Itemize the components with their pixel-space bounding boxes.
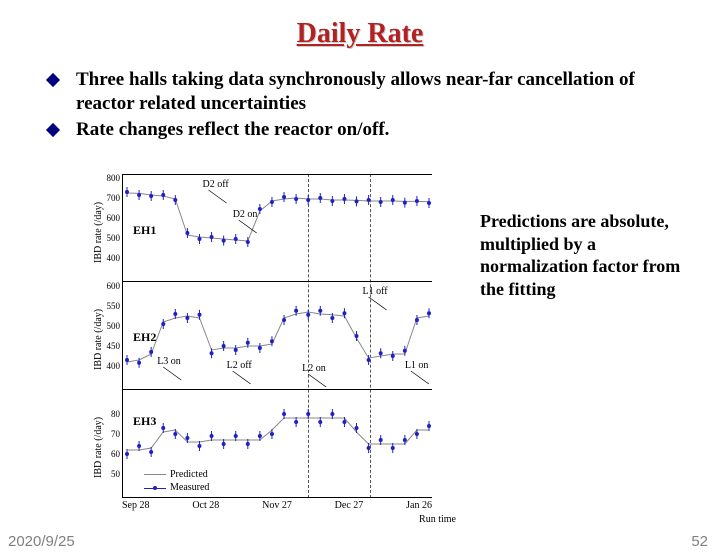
callout-text: Predictions are absolute, multiplied by … <box>480 210 690 300</box>
x-tick: Sep 28 <box>122 500 150 511</box>
legend-measured: Measured <box>170 482 209 493</box>
chart-svg: L3 on L2 off L2 on L1 off L1 on <box>123 282 433 390</box>
svg-text:D2 off: D2 off <box>203 179 230 190</box>
chart-panel-eh2: IBD rate (/day) EH2 L3 onL2 offL2 onL1 o… <box>122 282 432 390</box>
legend-line-icon <box>144 474 166 475</box>
svg-text:D2 on: D2 on <box>233 209 258 220</box>
chart-legend: Predicted Measured <box>144 468 209 494</box>
svg-text:L3 on: L3 on <box>157 356 181 367</box>
x-tick-labels: Sep 28 Oct 28 Nov 27 Dec 27 Jan 26 <box>122 500 432 511</box>
footer-page-number: 52 <box>691 533 708 550</box>
panel-label: EH2 <box>133 330 156 345</box>
bullet-item: Three halls taking data synchronously al… <box>48 68 680 116</box>
bullet-item: Rate changes reflect the reactor on/off. <box>48 118 680 142</box>
rate-chart: IBD rate (/day) EH1 D2 offD2 on IBD rate… <box>84 170 454 530</box>
x-tick: Jan 26 <box>406 500 432 511</box>
svg-text:L1 off: L1 off <box>363 286 389 297</box>
x-tick: Oct 28 <box>192 500 219 511</box>
bullet-diamond-icon <box>46 122 60 136</box>
x-tick: Dec 27 <box>335 500 364 511</box>
bullet-text: Rate changes reflect the reactor on/off. <box>76 118 389 142</box>
legend-predicted: Predicted <box>170 469 208 480</box>
footer-date: 2020/9/25 <box>8 533 75 550</box>
slide-title: Daily Rate <box>0 18 720 50</box>
svg-text:L1 on: L1 on <box>405 360 429 371</box>
callout-box: Predictions are absolute, multiplied by … <box>480 210 690 300</box>
panel-label: EH3 <box>133 414 156 429</box>
bullet-text: Three halls taking data synchronously al… <box>76 68 680 116</box>
bullet-list: Three halls taking data synchronously al… <box>48 68 680 141</box>
bullet-diamond-icon <box>46 73 60 87</box>
panel-label: EH1 <box>133 223 156 238</box>
x-tick: Nov 27 <box>262 500 292 511</box>
svg-text:L2 off: L2 off <box>227 360 253 371</box>
chart-panel-eh1: IBD rate (/day) EH1 D2 offD2 on <box>122 174 432 282</box>
chart-svg: D2 off D2 on <box>123 175 433 283</box>
x-axis-label: Run time <box>419 514 456 525</box>
svg-text:L2 on: L2 on <box>302 363 326 374</box>
